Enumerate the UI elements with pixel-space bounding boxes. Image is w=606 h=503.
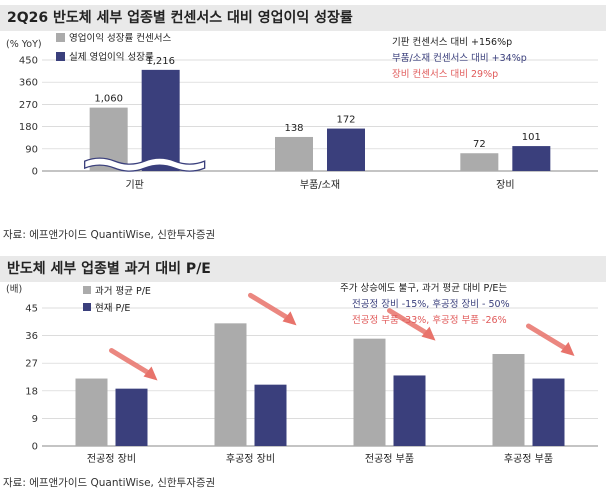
- chart2-decline-arrowhead-icon: [143, 366, 158, 381]
- chart2-annotation: 주가 상승에도 불구, 과거 평균 대비 P/E는: [340, 283, 507, 294]
- chart1-title: 2Q26 반도체 세부 업종별 컨센서스 대비 영업이익 성장률: [0, 5, 606, 31]
- chart2-bar: [214, 323, 247, 446]
- chart2-decline-arrow-icon: [248, 292, 291, 321]
- chart1-annotation: 부품/소재 컨센서스 대비 +34%p: [392, 53, 527, 64]
- chart2-ytick: 9: [32, 414, 38, 425]
- chart2-bar: [532, 378, 565, 446]
- chart1-ytick: 360: [19, 78, 38, 89]
- chart2-svg: (배) 0 9 18 27 36 45 전공정 장비 후공정 장비 전공정 부품 후공정 부품 과거 …: [6, 283, 598, 465]
- chart2-ytick: 18: [25, 386, 38, 397]
- chart1-bar: [275, 136, 313, 171]
- chart1-data-label: 72: [473, 139, 486, 150]
- chart1-legend-label: 영업이익 성장률 컨센서스: [69, 33, 171, 44]
- chart1-data-label: 1,060: [94, 94, 123, 105]
- chart2-legend-label: 과거 평균 P/E: [95, 286, 151, 297]
- chart1-source: 자료: 에프앤가이드 QuantiWise, 신한투자증권: [3, 229, 216, 241]
- chart2-decline-arrow-icon: [526, 323, 569, 352]
- chart2-legend-label: 현재 P/E: [95, 303, 130, 314]
- chart1-ytick: 0: [32, 167, 38, 178]
- chart2-ytick: 45: [25, 304, 38, 315]
- chart1-category-label: 장비: [496, 179, 514, 191]
- chart1-bar: [460, 153, 499, 171]
- chart1-svg: (% YoY) 0 90 180 270 360 450 1,060 1,216 기판 138 172…: [6, 33, 598, 191]
- chart1-bar: [141, 69, 180, 171]
- chart1-bar: [512, 146, 551, 171]
- chart1-ytick: 270: [19, 100, 38, 111]
- chart2-ytick: 0: [32, 442, 38, 453]
- chart1-ytick: 450: [19, 56, 38, 67]
- chart2-ytick: 36: [25, 331, 38, 342]
- chart2-bar: [75, 378, 108, 446]
- chart1-annotation: 기판 컨센서스 대비 +156%p: [392, 37, 512, 48]
- chart2-ytick: 27: [25, 359, 38, 370]
- chart2-annotation: 전공정 부품 -33%, 후공정 부품 -26%: [352, 315, 507, 326]
- chart2-annotation: 전공정 장비 -15%, 후공정 장비 - 50%: [352, 299, 510, 310]
- chart1-category-label: 부품/소재: [300, 179, 340, 191]
- chart2-decline-arrowhead-icon: [560, 342, 575, 356]
- chart2-ylabel: (배): [6, 284, 22, 295]
- chart1-legend-swatch: [56, 52, 65, 61]
- chart2-legend-swatch: [83, 286, 91, 294]
- chart2-bar: [115, 388, 148, 446]
- chart1-category-label: 기판: [125, 179, 143, 191]
- chart1-legend-label: 실제 영업이익 성장률: [69, 51, 154, 63]
- chart1-ytick: 90: [25, 144, 38, 155]
- chart1-bar: [327, 128, 365, 171]
- chart1-data-label: 138: [284, 123, 303, 134]
- chart2-source: 자료: 에프앤가이드 QuantiWise, 신한투자증권: [3, 477, 216, 489]
- chart1-data-label: 101: [522, 132, 541, 143]
- chart1-axis-break-icon: [84, 157, 206, 172]
- chart1-ytick: 180: [19, 122, 38, 133]
- chart2-decline-arrow-icon: [387, 308, 430, 337]
- chart2-bar: [492, 354, 525, 446]
- chart1-data-label: 172: [336, 115, 355, 126]
- chart1-annotation: 장비 컨센서스 대비 29%p: [392, 69, 498, 80]
- chart2-category-label: 전공정 장비: [87, 453, 136, 465]
- chart2-category-label: 후공정 부품: [504, 453, 553, 465]
- chart2-decline-arrow-icon: [109, 348, 152, 377]
- chart2-category-label: 후공정 장비: [226, 453, 275, 465]
- chart2-decline-arrowhead-icon: [282, 311, 297, 326]
- chart1-ylabel: (% YoY): [6, 39, 42, 50]
- chart1-data-label: 1,216: [146, 56, 175, 67]
- chart2-legend-swatch: [83, 303, 91, 311]
- chart1-legend-swatch: [56, 33, 65, 42]
- chart2-bar: [353, 338, 386, 446]
- chart2-bar: [393, 375, 426, 446]
- chart2-bar: [254, 384, 287, 446]
- chart2-title: 반도체 세부 업종별 과거 대비 P/E: [0, 256, 606, 282]
- chart2-decline-arrowhead-icon: [421, 326, 436, 341]
- chart2-category-label: 전공정 부품: [365, 453, 414, 465]
